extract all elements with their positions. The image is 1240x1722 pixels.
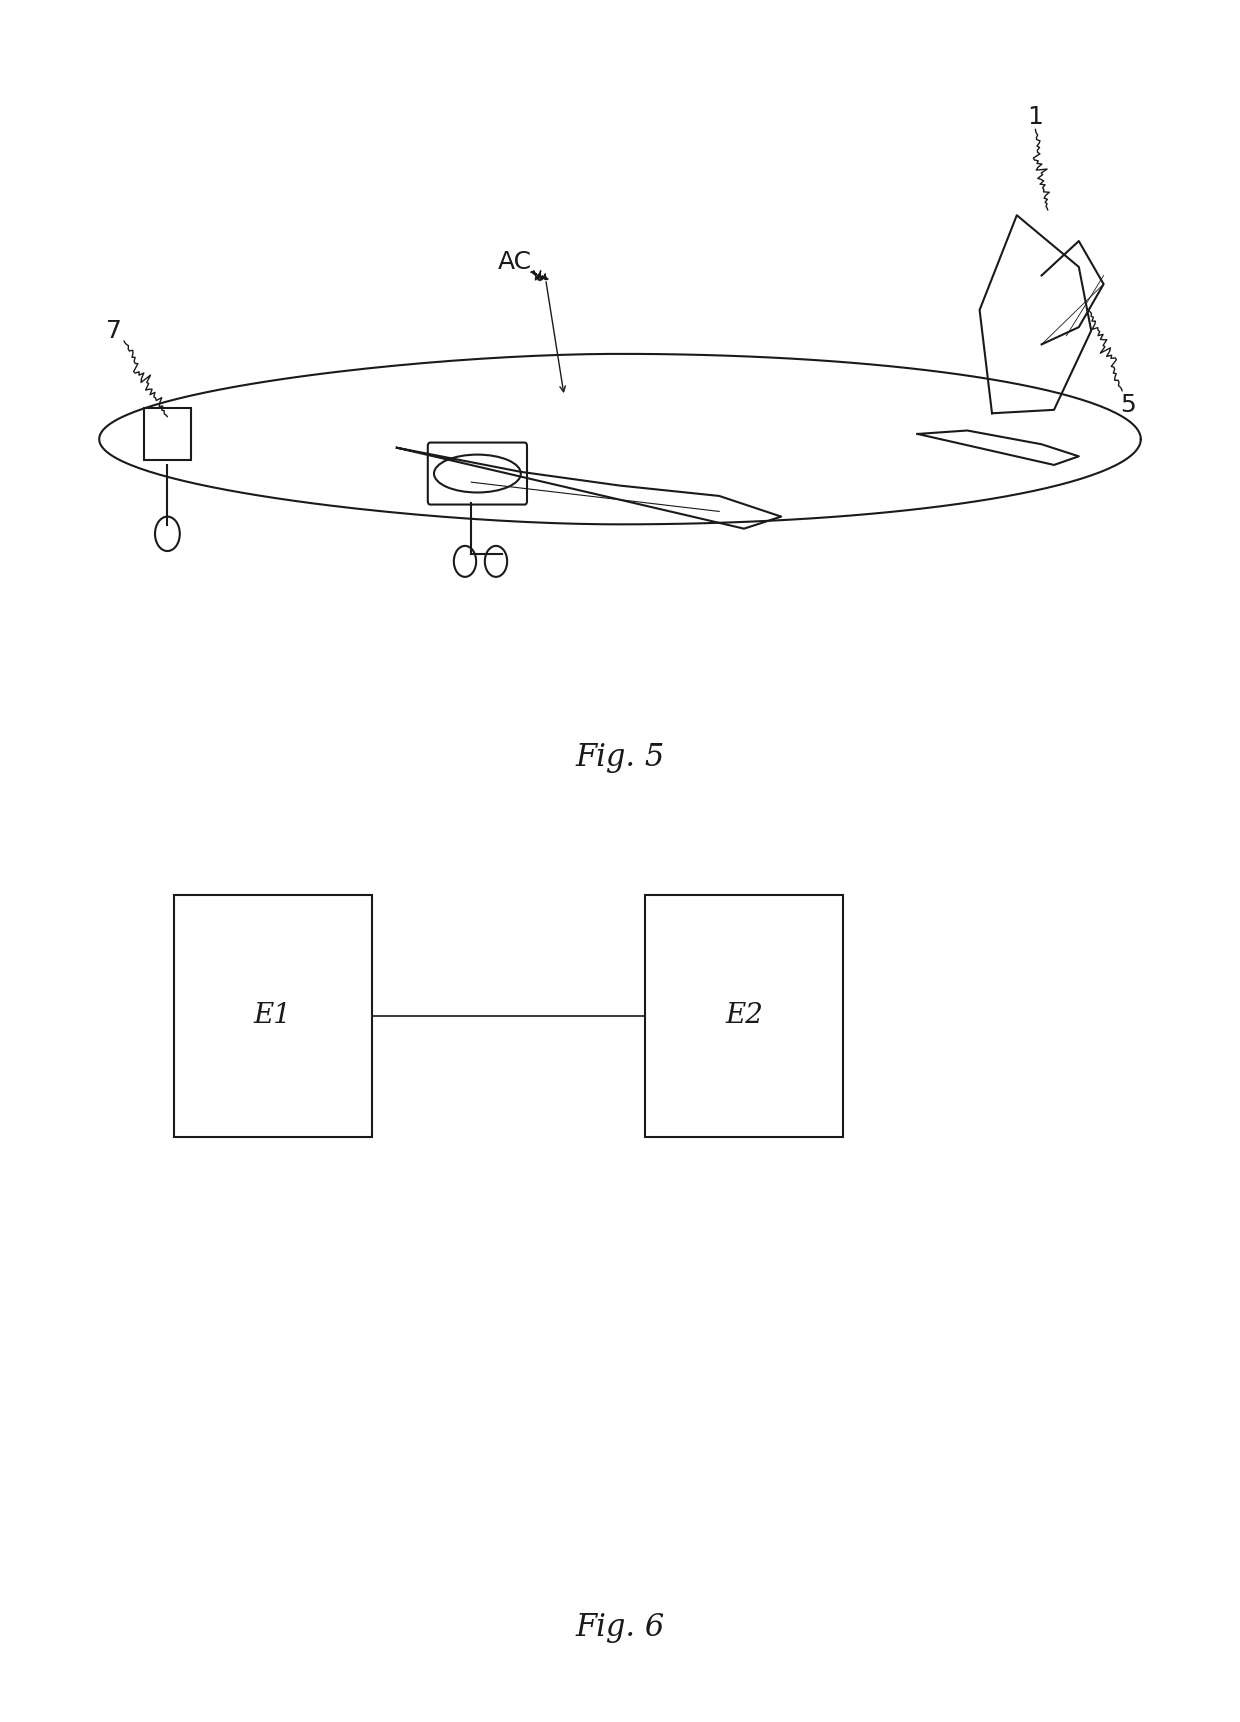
Bar — [144, 408, 191, 460]
Bar — [174, 895, 372, 1137]
Text: E1: E1 — [254, 1002, 291, 1030]
Text: 7: 7 — [107, 319, 122, 343]
Text: Fig. 5: Fig. 5 — [575, 742, 665, 773]
Text: E2: E2 — [725, 1002, 763, 1030]
Bar — [645, 895, 843, 1137]
Text: AC: AC — [497, 250, 532, 274]
Text: 1: 1 — [1028, 105, 1043, 129]
Text: 5: 5 — [1121, 393, 1136, 417]
Text: Fig. 6: Fig. 6 — [575, 1612, 665, 1643]
